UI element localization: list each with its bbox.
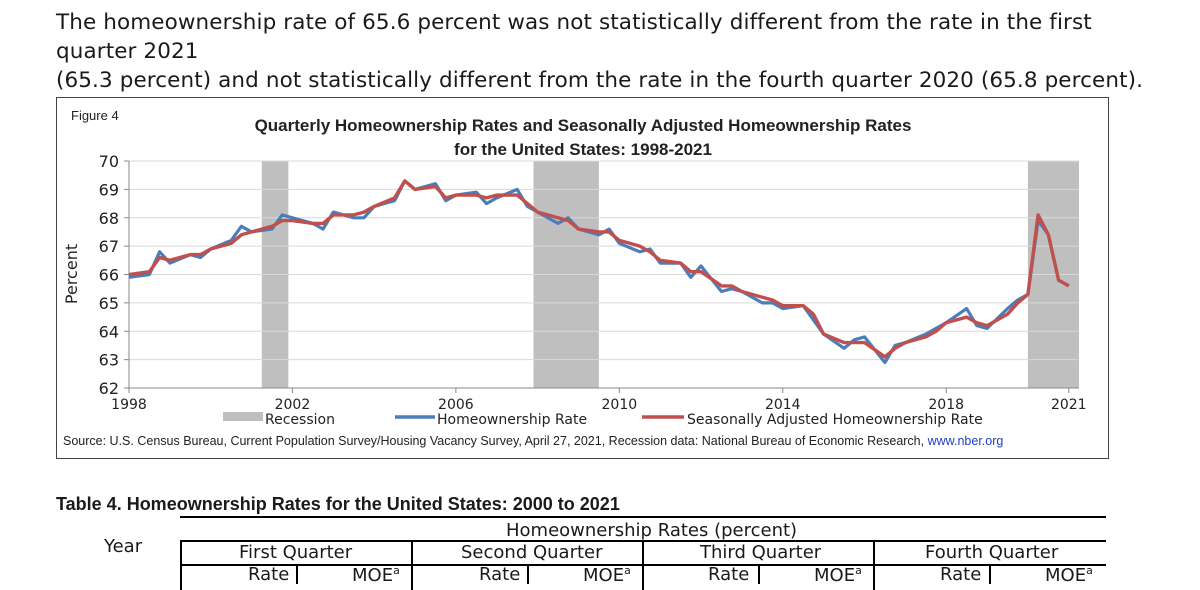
series-lines	[128, 179, 1070, 365]
quarter-header-1: First Quarter	[239, 542, 353, 563]
quarter-header-3: Third Quarter	[700, 542, 822, 563]
subcol-divider-4	[989, 564, 991, 584]
table-top-rule	[180, 516, 1106, 518]
rate-header-q4: Rate	[940, 564, 982, 585]
chart-svg: Figure 4 Quarterly Homeownership Rates a…	[62, 108, 1087, 448]
moe-header-q1: MOEa	[352, 564, 400, 586]
quarter-rule	[180, 564, 1106, 566]
homeownership-rate-line	[128, 179, 1070, 365]
moe-header-q3: MOEa	[814, 564, 862, 586]
subcol-divider-3	[758, 564, 760, 584]
legend-sa-rate-label: Seasonally Adjusted Homeownership Rate	[687, 412, 983, 428]
y-tick-label: 67	[99, 237, 119, 256]
y-tick-label: 69	[99, 180, 119, 199]
x-tick-label: 2021	[1051, 397, 1087, 413]
y-tick-label: 66	[99, 266, 119, 285]
y-tick-label: 64	[99, 322, 119, 341]
moe-header-q4: MOEa	[1045, 564, 1093, 586]
rate-header-q1: Rate	[248, 564, 290, 585]
source-text: Source: U.S. Census Bureau, Current Popu…	[63, 434, 928, 448]
source-link[interactable]: www.nber.org	[927, 434, 1004, 448]
intro-line-2: (65.3 percent) and not statistically dif…	[56, 68, 1144, 93]
chart-subtitle: for the United States: 1998-2021	[454, 140, 712, 159]
chart-title: Quarterly Homeownership Rates and Season…	[255, 116, 912, 135]
x-tick-label: 2014	[765, 397, 801, 413]
x-tick-label: 2006	[438, 397, 474, 413]
group-header: Homeownership Rates (percent)	[506, 520, 798, 541]
legend-recession-label: Recession	[265, 412, 335, 428]
x-tick-label: 2002	[275, 397, 311, 413]
year-header: Year	[104, 536, 143, 557]
y-tick-label: 62	[99, 379, 119, 398]
figure-label: Figure 4	[71, 108, 119, 123]
rate-header-q3: Rate	[708, 564, 750, 585]
y-gridlines	[129, 160, 1079, 361]
x-tick-label: 2010	[602, 397, 638, 413]
legend: Recession Homeownership Rate Seasonally …	[223, 412, 983, 428]
y-tick-label: 65	[99, 294, 119, 313]
moe-header-q2: MOEa	[583, 564, 631, 586]
quarter-header-4: Fourth Quarter	[925, 542, 1059, 563]
axes: 62 63 64 65 66 67 68 69 70 1998 2002 2006 2010 2014 20…	[99, 152, 1087, 413]
y-tick-label: 68	[99, 209, 119, 228]
sa-homeownership-rate-line	[128, 179, 1070, 359]
table-4: Year Homeownership Rates (percent) First…	[56, 514, 1109, 590]
y-axis-label: Percent	[62, 244, 81, 304]
quarter-header-2: Second Quarter	[461, 542, 603, 563]
figure-4-chart: Figure 4 Quarterly Homeownership Rates a…	[56, 97, 1109, 459]
x-tick-label: 1998	[111, 397, 147, 413]
legend-recession-swatch	[223, 412, 263, 421]
y-tick-label: 70	[99, 152, 119, 171]
subcol-divider-2	[527, 564, 529, 584]
y-tick-label: 63	[99, 351, 119, 370]
source-note: Source: U.S. Census Bureau, Current Popu…	[63, 434, 1003, 448]
intro-paragraph: The homeownership rate of 65.6 percent w…	[56, 8, 1176, 95]
table-title: Table 4. Homeownership Rates for the Uni…	[56, 494, 620, 514]
x-tick-label: 2018	[928, 397, 964, 413]
rate-header-q2: Rate	[479, 564, 521, 585]
intro-line-1: The homeownership rate of 65.6 percent w…	[56, 10, 1092, 64]
legend-rate-label: Homeownership Rate	[437, 412, 587, 428]
subcol-divider-1	[296, 564, 298, 584]
